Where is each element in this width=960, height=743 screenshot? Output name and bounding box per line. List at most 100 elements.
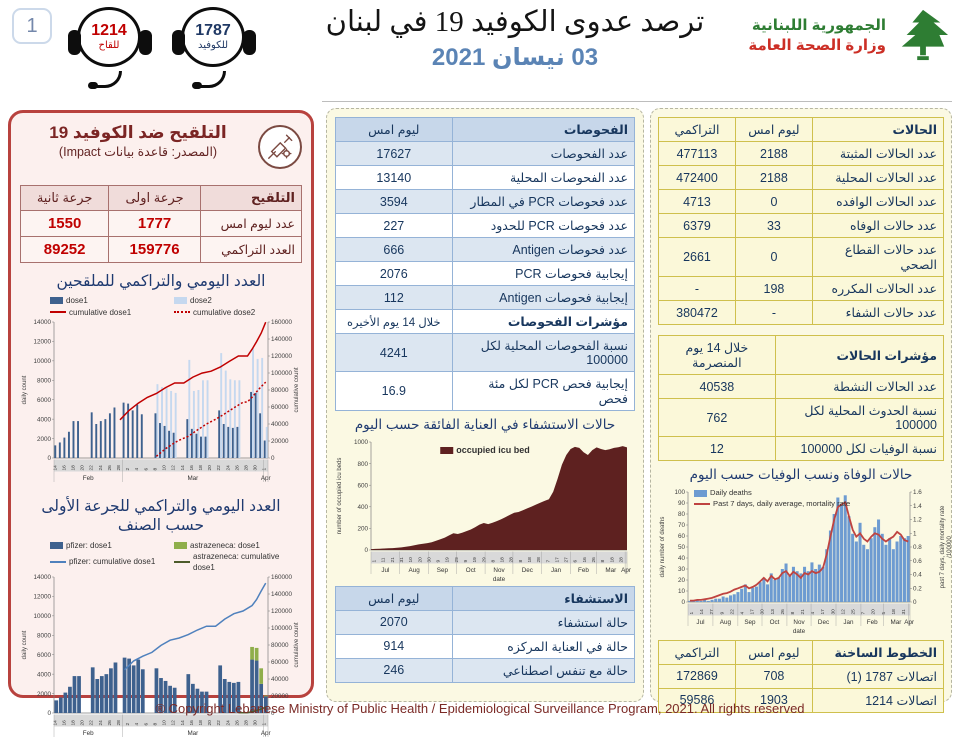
row-label: عدد الحالات المكرره [811,276,945,301]
svg-text:4: 4 [134,467,140,470]
row-value: 472400 [658,165,736,190]
vaccination-daily-chart: 0 2000 4000 6000 8000 10000 12000 14000 0 20000 40… [20,318,302,488]
logo-ministry-line: وزارة الصحة العامة [748,37,886,54]
svg-text:22: 22 [216,465,222,471]
svg-text:27: 27 [564,557,570,563]
svg-text:18: 18 [891,609,897,615]
svg-text:12: 12 [840,609,846,615]
svg-text:28: 28 [244,720,250,726]
row-label: عدد فحوصات PCR في المطار [451,189,636,214]
svg-text:8: 8 [790,611,796,614]
row-value: 6379 [658,213,736,238]
column-header: خلال 14 يوم المنصرمة [658,335,776,375]
svg-text:30: 30 [253,720,259,726]
legend-swatch [50,560,66,563]
vaccination-brand-chart-title: العدد اليومي والتراكمي للجرعة الأولى حسب… [41,497,281,535]
svg-text:8000: 8000 [37,633,52,640]
header-row: الاستشفاء ليوم امس [335,585,636,611]
svg-text:28: 28 [618,557,624,563]
table-row: نسبة الوفيات لكل 100000 12 [658,436,945,461]
svg-text:10: 10 [162,465,168,471]
svg-text:8: 8 [152,467,158,470]
row-value: - [734,300,813,325]
dose2-legend-item: dose2 [174,295,298,306]
svg-text:28: 28 [116,465,122,471]
moph-logo-text: الجمهورية اللبنانية وزارة الصحة العامة [748,16,886,54]
svg-text:0: 0 [271,710,275,717]
svg-text:40000: 40000 [271,676,289,683]
svg-text:1: 1 [372,559,378,562]
svg-text:14: 14 [180,465,186,471]
svg-text:18: 18 [527,557,533,563]
table-row: حالة استشفاء 2070 [335,609,636,635]
row-value: 112 [335,285,453,310]
hotline-1787-label: للكوفيد [197,39,229,51]
svg-text:6: 6 [143,467,149,470]
svg-text:12000: 12000 [33,338,51,345]
icu-chart: 0 200 400 600 800 1000 number of occupied icu … [335,436,635,586]
svg-text:17: 17 [820,609,826,615]
row-value: 3594 [335,189,453,214]
table-row: عدد حالات القطاع الصحي 0 2661 [658,237,945,277]
row-value: 1903 [734,687,813,713]
svg-text:22: 22 [729,609,735,615]
headset-ear-left [172,30,185,55]
row-label: عدد فحوصات Antigen [451,237,636,262]
column-header: مؤشرات الحالات [774,335,945,375]
svg-text:31: 31 [399,557,405,563]
vaccination-table: التلقيح جرعة اولى جرعة ثانية عدد ليوم امس 17… [19,185,303,263]
vaccination-title: التلقيح ضد الكوفيد 19 [49,123,227,142]
svg-text:Sep: Sep [744,619,756,626]
column-header: جرعة اولى [108,185,201,211]
svg-text:26: 26 [107,720,113,726]
svg-text:27: 27 [709,609,715,615]
row-label: عدد الحالات الوافده [811,189,945,214]
table-row: العدد التراكمي 159776 89252 [19,236,303,263]
row-value: 4713 [658,189,736,214]
column-header: الخطوط الساخنة [811,639,945,665]
row-value: 198 [734,276,813,301]
svg-text:24: 24 [98,720,104,726]
svg-text:Jul: Jul [696,619,704,626]
row-label: عدد الحالات النشطة [774,374,945,399]
svg-text:14: 14 [699,609,705,615]
svg-text:20000: 20000 [271,438,289,445]
svg-text:20000: 20000 [271,693,289,700]
svg-text:21: 21 [390,557,396,563]
column-header: ليوم امس [734,639,813,665]
svg-text:20: 20 [80,720,86,726]
header-row: الفحوصات ليوم امس [335,117,636,142]
table-row: نسبة الحدوث المحلية لكل 100000 762 [658,398,945,437]
row-label: عدد فحوصات PCR للحدود [451,213,636,238]
svg-text:60000: 60000 [271,659,289,666]
svg-text:Jul: Jul [381,567,389,574]
svg-text:0: 0 [47,455,51,462]
svg-text:26: 26 [234,720,240,726]
column-header: الفحوصات [451,117,636,142]
svg-text:19: 19 [472,557,478,563]
hotline-1214-headset-icon: 1214 للقاح [62,4,158,90]
table-row: اتصالات 1214 1903 59586 [658,687,945,713]
svg-text:26: 26 [107,465,113,471]
row-label: إيجابية فحوصات PCR [451,261,636,286]
svg-text:Apr: Apr [621,567,631,574]
row-value: 227 [335,213,453,238]
svg-text:1: 1 [689,611,695,614]
svg-text:7: 7 [545,559,551,562]
vaccination-panel-header: التلقيح ضد الكوفيد 19 (المصدر: قاعدة بيا… [20,123,302,179]
vaccination-daily-legend: dose1 dose2 cumulative dose1 cumulative dos… [20,293,302,317]
svg-text:10: 10 [162,720,168,726]
pfizer-dose1-legend-item: pfizer: dose1 [50,540,174,551]
svg-text:4: 4 [134,723,140,726]
svg-text:16: 16 [189,465,195,471]
svg-text:600: 600 [357,482,368,489]
table-row: حالة في العناية المركزه 914 [335,633,636,659]
svg-text:800: 800 [357,461,368,468]
svg-text:Apr: Apr [261,730,271,737]
row-value: 477113 [658,141,736,166]
svg-text:16: 16 [582,557,588,563]
row-value: 2076 [335,261,453,286]
svg-text:daily number of deaths: daily number of deaths [660,517,666,578]
svg-text:70: 70 [678,522,686,529]
svg-text:30: 30 [830,609,836,615]
